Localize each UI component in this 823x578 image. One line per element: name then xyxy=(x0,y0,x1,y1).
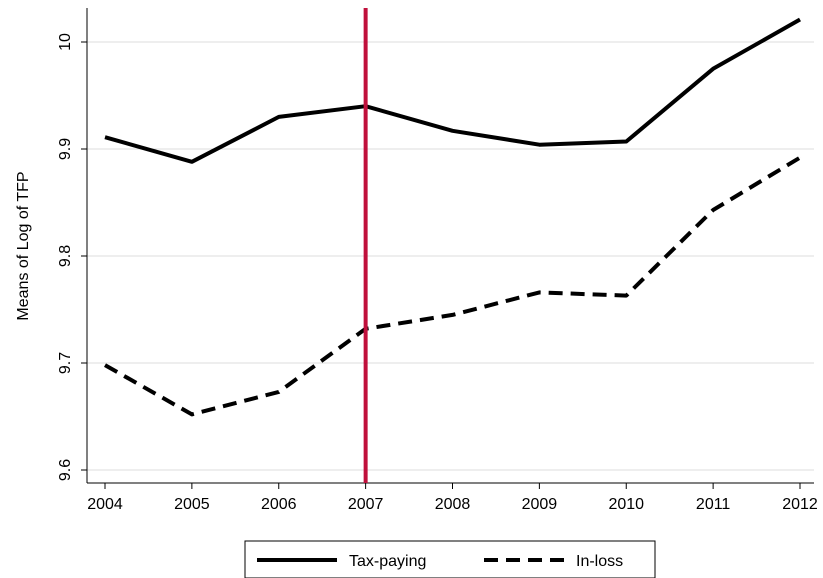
x-tick-label: 2007 xyxy=(348,496,384,513)
x-tick-label: 2009 xyxy=(522,496,558,513)
legend: Tax-paying In-loss xyxy=(244,540,656,578)
axes xyxy=(86,8,814,484)
x-axis-ticks: 2004 2005 2006 2007 2008 2009 2010 2011 2012 xyxy=(87,483,818,513)
series-layer xyxy=(104,17,802,417)
x-tick-label: 2010 xyxy=(608,496,644,513)
x-tick-label: 2006 xyxy=(261,496,297,513)
y-tick-label: 9.9 xyxy=(57,138,74,160)
x-tick-label: 2005 xyxy=(174,496,210,513)
series-line-tax-paying xyxy=(104,17,801,164)
series-line-in-loss xyxy=(104,155,802,417)
x-tick-label: 2012 xyxy=(782,496,818,513)
y-tick-label: 9.7 xyxy=(57,352,74,374)
x-tick-label: 2008 xyxy=(435,496,471,513)
x-tick-label: 2004 xyxy=(87,496,123,513)
y-tick-label: 9.6 xyxy=(57,459,74,481)
y-axis-title: Means of Log of TFP xyxy=(15,171,32,320)
y-tick-label: 9.8 xyxy=(57,245,74,267)
legend-label-tax-paying: Tax-paying xyxy=(349,553,426,570)
y-tick-label: 10 xyxy=(57,33,74,51)
x-tick-label: 2011 xyxy=(696,496,731,513)
gridlines xyxy=(87,41,814,471)
y-axis-ticks: 9.6 9.7 9.8 9.9 10 xyxy=(57,33,87,481)
legend-label-in-loss: In-loss xyxy=(576,553,623,570)
